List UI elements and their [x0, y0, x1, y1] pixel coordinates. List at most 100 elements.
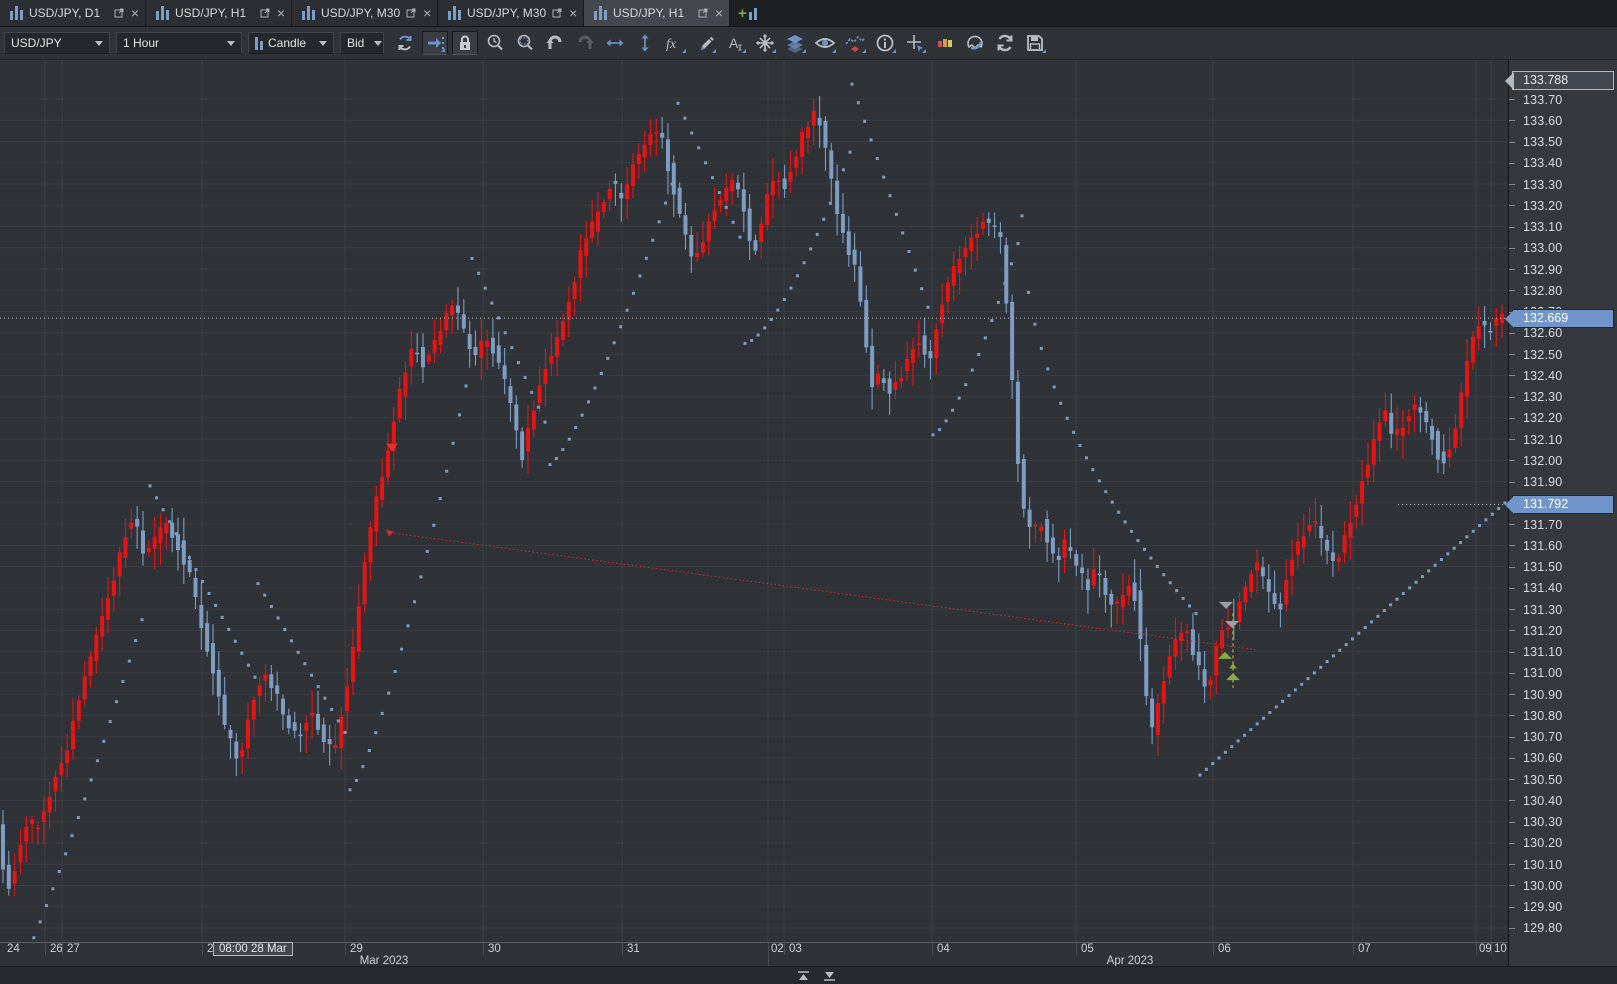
popout-icon[interactable]: [698, 7, 709, 20]
candlestick-icon: [448, 6, 461, 20]
tick-label: 130.90: [1523, 687, 1563, 702]
tick-dash: [1509, 566, 1515, 568]
price-axis[interactable]: 133.70 133.60 133.50 133.40 133.30 133.20 133.…: [1505, 60, 1617, 966]
tick-label: 130.40: [1523, 793, 1563, 808]
dropdown-corner-icon: [742, 49, 746, 53]
vertical-scale-button[interactable]: [632, 31, 658, 55]
day-label: 04: [937, 943, 950, 955]
close-icon[interactable]: ×: [569, 5, 578, 21]
fx-indicators-button[interactable]: fx: [662, 31, 688, 55]
pattern-tool-button[interactable]: [752, 31, 778, 55]
price-tick: 133.60: [1509, 113, 1617, 128]
horizontal-scale-button[interactable]: [602, 31, 628, 55]
day-separator: [784, 943, 785, 955]
price-tick: 129.90: [1509, 900, 1617, 915]
zoom-history-button[interactable]: [482, 31, 508, 55]
tick-dash: [1509, 269, 1515, 271]
chart-tab-usd-jpy-d1[interactable]: USD/JPY, D1 ×: [0, 0, 146, 26]
dropdown-corner-icon: [772, 49, 776, 53]
tick-dash: [1509, 99, 1515, 100]
tick-label: 131.30: [1523, 602, 1563, 617]
popout-icon[interactable]: [552, 7, 563, 20]
price-tick: 130.10: [1509, 857, 1617, 872]
sync-button[interactable]: [992, 31, 1018, 55]
day-separator: [62, 943, 63, 955]
time-axis[interactable]: 242627282930310203040506070910Mar 2023Ap…: [0, 942, 1508, 967]
save-button[interactable]: [1022, 31, 1048, 55]
price-tick: 131.60: [1509, 538, 1617, 553]
badge-notch: [1505, 72, 1514, 90]
dropdown-corner-icon: [441, 48, 445, 52]
bid-price-badge: 132.669: [1505, 308, 1614, 328]
tick-dash: [1509, 396, 1515, 398]
layers-button[interactable]: [782, 31, 808, 55]
chart-canvas[interactable]: [0, 60, 1508, 942]
tick-dash: [1509, 864, 1515, 866]
scroll-down-button[interactable]: [821, 970, 837, 982]
pencil-draw-button[interactable]: [692, 31, 718, 55]
tick-label: 131.70: [1523, 517, 1563, 532]
day-separator: [45, 943, 46, 955]
price-tick: 132.10: [1509, 432, 1617, 447]
tick-label: 133.70: [1523, 92, 1563, 107]
badge-notch: [1505, 496, 1514, 515]
text-tool-button[interactable]: A: [722, 31, 748, 55]
close-icon[interactable]: ×: [423, 5, 432, 21]
tick-label: 130.80: [1523, 708, 1563, 723]
day-separator: [932, 943, 933, 955]
chart-tab-usd-jpy-m30[interactable]: USD/JPY, M30 ×: [292, 0, 438, 26]
tick-label: 132.50: [1523, 347, 1563, 362]
popout-icon[interactable]: [406, 7, 417, 20]
day-separator: [1076, 943, 1077, 955]
badge-value: 131.792: [1523, 497, 1569, 512]
close-icon[interactable]: ×: [130, 5, 139, 21]
tick-label: 129.80: [1523, 921, 1563, 936]
add-chart-button[interactable]: +: [730, 0, 765, 26]
price-tick: 130.50: [1509, 772, 1617, 787]
tick-label: 132.30: [1523, 390, 1563, 405]
close-icon[interactable]: ×: [276, 5, 285, 21]
view-eye-button[interactable]: [812, 31, 838, 55]
candlestick-chart: [0, 60, 1508, 942]
chart-tab-usd-jpy-h1[interactable]: USD/JPY, H1 ×: [584, 0, 730, 26]
candlestick-icon: [10, 6, 23, 20]
tab-label: USD/JPY, M30: [467, 6, 547, 20]
price-tick: 132.60: [1509, 326, 1617, 341]
tick-dash: [1509, 587, 1515, 589]
popout-icon[interactable]: [260, 7, 271, 20]
tick-label: 133.60: [1523, 113, 1563, 128]
price-tick: 131.50: [1509, 560, 1617, 575]
popout-icon[interactable]: [114, 7, 125, 20]
tick-dash: [1509, 332, 1515, 334]
symbol-dropdown[interactable]: USD/JPY: [4, 32, 110, 54]
chart-tab-usd-jpy-m30[interactable]: USD/JPY, M30 ×: [438, 0, 584, 26]
chart-type-dropdown[interactable]: Candle: [248, 32, 334, 54]
zoom-region-button[interactable]: [512, 31, 538, 55]
redo-button[interactable]: [572, 31, 598, 55]
price-tick: 131.20: [1509, 623, 1617, 638]
chart-tab-bar: USD/JPY, D1 × USD/JPY, H1 × USD/JPY, M30 × USD…: [0, 0, 1617, 27]
badge-value: 132.669: [1523, 310, 1569, 325]
theme-palette-button[interactable]: [962, 31, 988, 55]
volume-bars-button[interactable]: [932, 31, 958, 55]
tick-label: 131.20: [1523, 623, 1563, 638]
dropdown-corner-icon: [862, 49, 866, 53]
lock-button[interactable]: [452, 31, 478, 55]
chart-tab-usd-jpy-h1[interactable]: USD/JPY, H1 ×: [146, 0, 292, 26]
undo-button[interactable]: [542, 31, 568, 55]
autoscroll-button[interactable]: [422, 31, 448, 55]
day-label: 03: [789, 943, 802, 955]
price-type-dropdown[interactable]: Bid: [340, 32, 384, 54]
tick-dash: [1509, 885, 1515, 887]
plus-icon: +: [738, 4, 747, 22]
tick-dash: [1509, 927, 1515, 929]
info-button[interactable]: [872, 31, 898, 55]
candlestick-icon: [302, 6, 315, 20]
price-tick: 132.40: [1509, 368, 1617, 383]
crosshair-button[interactable]: [902, 31, 928, 55]
scroll-up-button[interactable]: [795, 970, 811, 982]
refresh-button[interactable]: [392, 31, 418, 55]
signal-indicator-button[interactable]: [842, 31, 868, 55]
period-dropdown[interactable]: 1 Hour: [116, 32, 242, 54]
close-icon[interactable]: ×: [714, 5, 723, 21]
